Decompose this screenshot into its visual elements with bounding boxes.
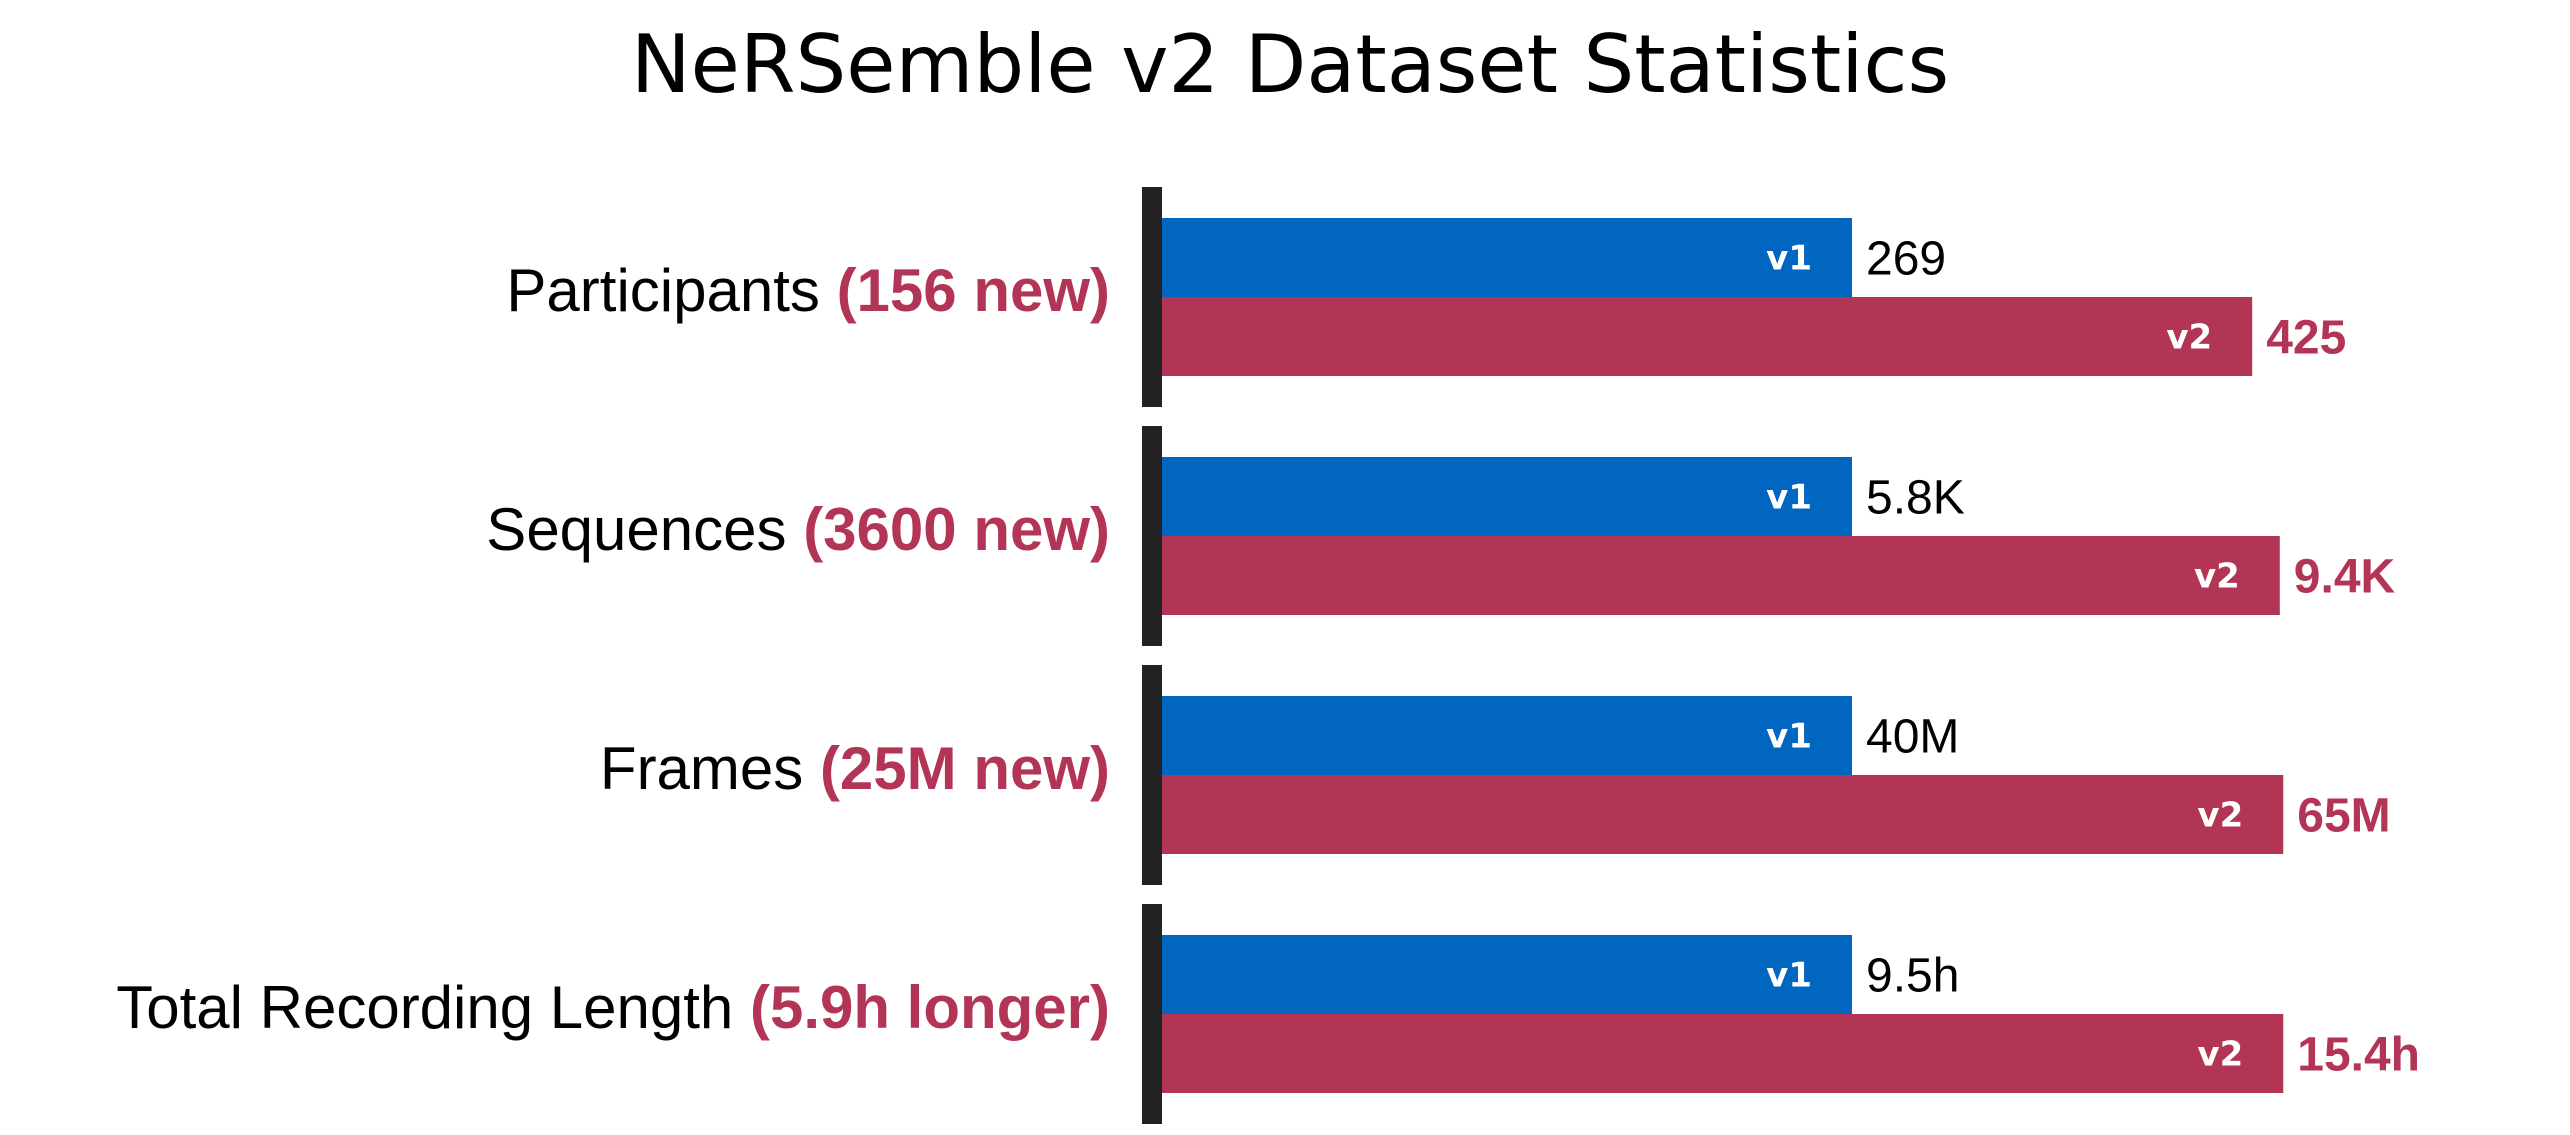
group-separator bbox=[1142, 904, 1162, 1124]
category-note: (156 new) bbox=[837, 257, 1110, 324]
category-name: Participants bbox=[506, 257, 836, 324]
bar-tag-v2: v2 bbox=[2166, 318, 2212, 358]
bar-v2 bbox=[1162, 536, 2280, 615]
category-note: (5.9h longer) bbox=[750, 974, 1110, 1041]
bar-tag-v1: v1 bbox=[1766, 956, 1812, 996]
bar-tag-v2: v2 bbox=[2197, 796, 2243, 836]
category-name: Total Recording Length bbox=[116, 974, 750, 1041]
group-separator bbox=[1142, 426, 1162, 646]
value-label-v1: 269 bbox=[1866, 233, 1946, 286]
bar-tag-v2: v2 bbox=[2194, 557, 2240, 597]
bar-v1 bbox=[1162, 696, 1852, 775]
bar-tag-v2: v2 bbox=[2197, 1035, 2243, 1075]
bar-tag-v1: v1 bbox=[1766, 239, 1812, 279]
bar-group: Total Recording Length (5.9h longer) v1 9.… bbox=[116, 904, 2420, 1124]
bar-groups: Participants (156 new) v1 269 v2 425 Sequence… bbox=[116, 187, 2420, 1124]
value-label-v1: 5.8K bbox=[1866, 472, 1965, 525]
bar-v1 bbox=[1162, 935, 1852, 1014]
group-separator bbox=[1142, 187, 1162, 407]
category-label: Participants (156 new) bbox=[506, 257, 1110, 324]
bar-v2 bbox=[1162, 775, 2284, 854]
category-note: (3600 new) bbox=[803, 496, 1110, 563]
value-label-v2: 65M bbox=[2297, 790, 2390, 843]
bar-group: Frames (25M new) v1 40M v2 65M bbox=[600, 665, 2391, 885]
bar-group: Participants (156 new) v1 269 v2 425 bbox=[506, 187, 2346, 407]
bar-tag-v1: v1 bbox=[1766, 478, 1812, 518]
value-label-v2: 9.4K bbox=[2294, 551, 2396, 604]
category-name: Frames bbox=[600, 735, 820, 802]
group-separator bbox=[1142, 665, 1162, 885]
value-label-v1: 40M bbox=[1866, 711, 1959, 764]
bar-v2 bbox=[1162, 297, 2253, 376]
bar-tag-v1: v1 bbox=[1766, 717, 1812, 757]
value-label-v2: 15.4h bbox=[2297, 1029, 2420, 1082]
category-label: Total Recording Length (5.9h longer) bbox=[116, 974, 1110, 1041]
category-name: Sequences bbox=[486, 496, 803, 563]
bar-v2 bbox=[1162, 1014, 2284, 1093]
category-label: Sequences (3600 new) bbox=[486, 496, 1110, 563]
bar-v1 bbox=[1162, 457, 1852, 536]
chart-title: NeRSemble v2 Dataset Statistics bbox=[631, 18, 1949, 111]
category-label: Frames (25M new) bbox=[600, 735, 1110, 802]
bar-v1 bbox=[1162, 218, 1852, 297]
value-label-v2: 425 bbox=[2266, 312, 2346, 365]
bar-group: Sequences (3600 new) v1 5.8K v2 9.4K bbox=[486, 426, 2396, 646]
category-note: (25M new) bbox=[820, 735, 1110, 802]
value-label-v1: 9.5h bbox=[1866, 950, 1959, 1003]
